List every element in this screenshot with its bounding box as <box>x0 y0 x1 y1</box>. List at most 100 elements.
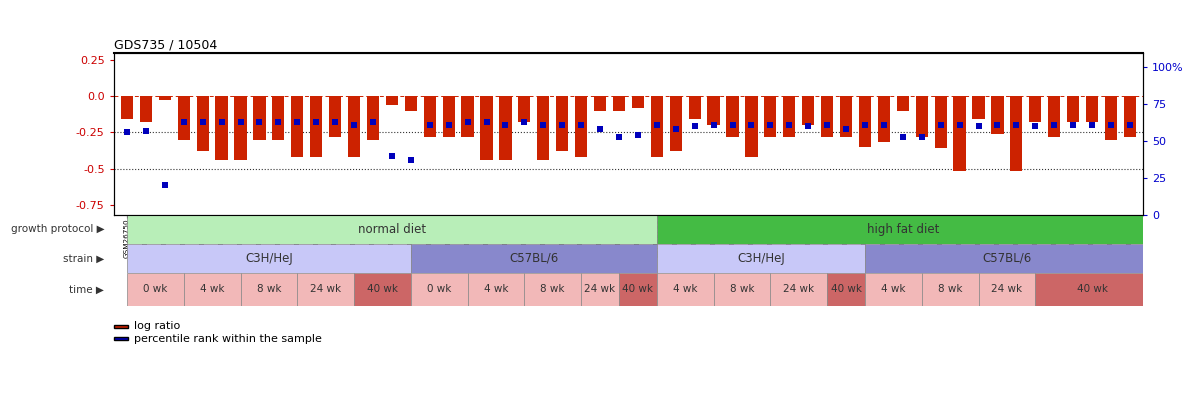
Point <box>742 122 761 128</box>
Text: C3H/HeJ: C3H/HeJ <box>737 252 785 265</box>
Point <box>117 129 136 136</box>
Bar <box>557 96 569 151</box>
Text: GDS735 / 10504: GDS735 / 10504 <box>114 38 217 51</box>
Text: 4 wk: 4 wk <box>484 284 509 294</box>
Bar <box>669 96 682 151</box>
Point <box>515 119 534 125</box>
Bar <box>518 96 530 122</box>
Point <box>250 119 269 125</box>
Bar <box>581 273 619 306</box>
Point <box>174 119 193 125</box>
Bar <box>537 96 549 160</box>
Bar <box>468 273 524 306</box>
Point <box>893 134 912 140</box>
Point <box>136 128 156 134</box>
Bar <box>241 273 297 306</box>
Bar <box>159 96 171 100</box>
Text: 8 wk: 8 wk <box>256 284 281 294</box>
Bar <box>254 96 266 140</box>
Text: 8 wk: 8 wk <box>730 284 754 294</box>
Text: 24 wk: 24 wk <box>991 284 1022 294</box>
Point <box>968 123 988 130</box>
Point <box>723 122 742 128</box>
Bar <box>1049 96 1061 137</box>
Text: strain ▶: strain ▶ <box>63 254 104 263</box>
Point <box>1026 123 1045 130</box>
Point <box>1064 122 1083 128</box>
Bar <box>783 96 796 137</box>
Bar <box>657 273 713 306</box>
Point <box>553 122 572 128</box>
Bar <box>354 273 411 306</box>
Point <box>931 122 950 128</box>
Text: 24 wk: 24 wk <box>783 284 814 294</box>
Point <box>212 119 231 125</box>
Bar <box>575 96 588 157</box>
Bar <box>443 96 455 137</box>
Bar <box>411 273 468 306</box>
Bar <box>916 96 928 137</box>
Bar <box>746 96 758 157</box>
Point <box>458 119 478 125</box>
Bar <box>310 96 322 157</box>
Bar <box>972 96 985 119</box>
Point <box>382 153 401 159</box>
Text: C57BL/6: C57BL/6 <box>509 252 559 265</box>
Bar <box>865 273 922 306</box>
Text: high fat diet: high fat diet <box>867 223 938 236</box>
Point <box>496 122 515 128</box>
Point <box>571 122 590 128</box>
Bar <box>707 96 719 125</box>
Bar <box>827 273 865 306</box>
Bar <box>858 96 871 147</box>
Bar <box>922 273 978 306</box>
Point <box>269 119 288 125</box>
Point <box>326 119 345 125</box>
Bar <box>802 96 814 125</box>
Point <box>364 119 383 125</box>
Point <box>648 122 667 128</box>
Point <box>874 122 893 128</box>
Point <box>420 122 439 128</box>
Text: 0 wk: 0 wk <box>427 284 451 294</box>
Bar <box>954 96 966 171</box>
Text: 0 wk: 0 wk <box>144 284 168 294</box>
Point <box>156 182 175 189</box>
Bar <box>524 273 581 306</box>
Point <box>231 119 250 125</box>
Point <box>1101 122 1120 128</box>
Bar <box>619 273 657 306</box>
Point <box>628 132 648 139</box>
Text: 24 wk: 24 wk <box>584 284 615 294</box>
Text: 4 wk: 4 wk <box>881 284 906 294</box>
Bar <box>877 96 891 143</box>
Text: 4 wk: 4 wk <box>673 284 698 294</box>
Point <box>779 122 798 128</box>
Text: 40 wk: 40 wk <box>1076 284 1107 294</box>
Point <box>761 122 780 128</box>
Text: 40 wk: 40 wk <box>831 284 862 294</box>
Bar <box>840 96 852 137</box>
Text: 24 wk: 24 wk <box>310 284 341 294</box>
Point <box>818 122 837 128</box>
Text: log ratio: log ratio <box>134 322 181 331</box>
Bar <box>594 96 606 111</box>
Bar <box>183 273 241 306</box>
Text: time ▶: time ▶ <box>69 284 104 294</box>
Point <box>1082 122 1101 128</box>
Bar <box>424 96 436 137</box>
Point <box>1007 122 1026 128</box>
Bar <box>1010 96 1022 171</box>
Point <box>1120 122 1140 128</box>
Point <box>912 134 931 140</box>
Bar <box>713 273 771 306</box>
Text: 8 wk: 8 wk <box>938 284 962 294</box>
Bar <box>865 244 1149 273</box>
Point <box>667 126 686 132</box>
Bar <box>235 96 247 160</box>
Point <box>590 126 609 132</box>
Text: C3H/HeJ: C3H/HeJ <box>245 252 293 265</box>
Bar <box>1124 96 1136 137</box>
Bar <box>1086 96 1098 122</box>
Bar <box>291 96 303 157</box>
